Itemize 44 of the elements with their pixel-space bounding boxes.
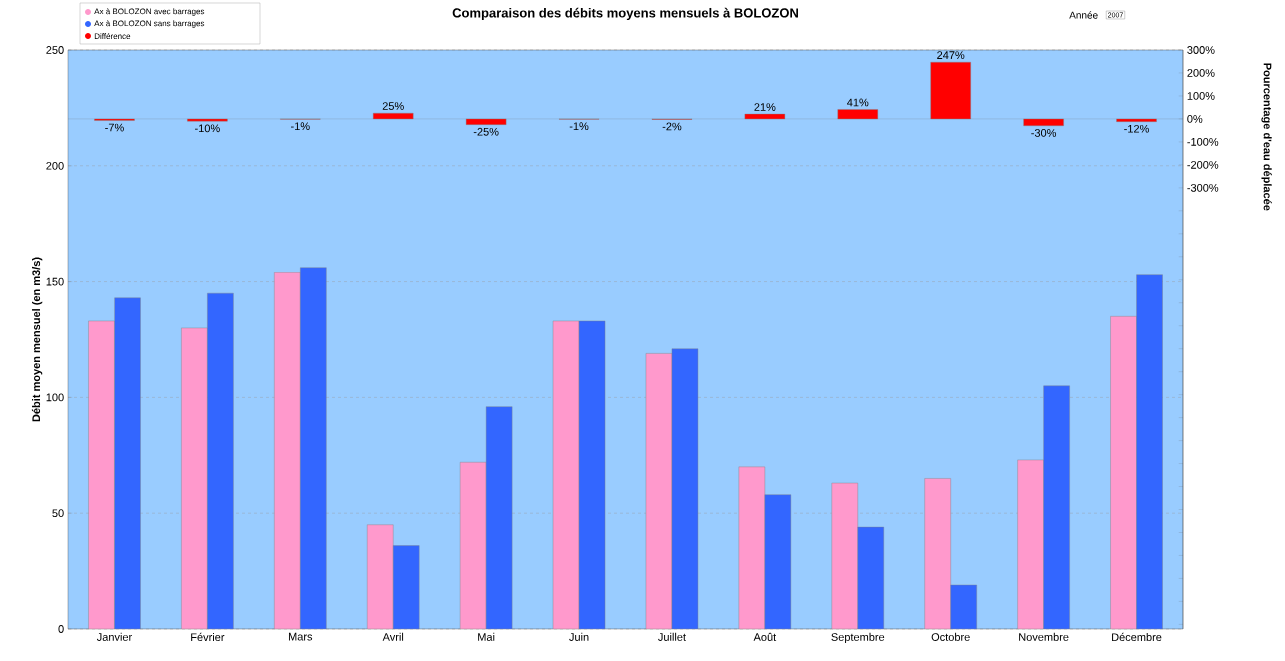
y2-tick-label: -300% — [1187, 183, 1219, 192]
data-label: -7% — [105, 123, 124, 132]
y-tick-label: 100 — [46, 393, 64, 402]
y-tick-label: 150 — [46, 277, 64, 286]
x-tick-label: Octobre — [931, 632, 970, 641]
data-label: -1% — [291, 122, 310, 131]
x-tick-label: Mai — [478, 632, 495, 641]
y2-axis-title: Pourcentage d'eau déplacée — [1261, 63, 1272, 211]
legend-label: Ax à BOLOZON avec barrages — [94, 8, 205, 16]
data-label: 21% — [754, 103, 776, 111]
y2-tick-label: -200% — [1187, 160, 1219, 169]
x-tick-label: Août — [753, 632, 777, 641]
data-label: -12% — [1124, 124, 1149, 133]
data-label: 247% — [937, 51, 965, 59]
x-tick-label: Novembre — [1019, 632, 1069, 641]
data-label: -30% — [1031, 129, 1057, 137]
text: Année — [1069, 11, 1098, 19]
data-label: -1% — [569, 122, 589, 131]
y2-tick-label: -100% — [1187, 138, 1219, 146]
y-axis-title: Débit moyen mensuel (en m3/s) — [31, 257, 43, 422]
data-label: -2% — [662, 122, 682, 131]
x-tick-label: Avril — [382, 632, 404, 641]
data-label: 25% — [382, 102, 404, 110]
y2-tick-label: 100% — [1187, 92, 1215, 100]
x-tick-label: Décembre — [1112, 632, 1162, 642]
y-tick-label: 0 — [58, 625, 64, 633]
chart-title: Comparaison des débits moyens mensuels à BOLOZON — [452, 7, 798, 21]
legend-label: Ax à BOLOZON sans barrages — [94, 20, 205, 28]
y-tick-label: 200 — [46, 161, 64, 170]
x-tick-label: Juillet — [658, 632, 686, 641]
y-tick-label: 250 — [46, 46, 64, 54]
data-label: 41% — [847, 98, 869, 107]
data-label: -10% — [195, 124, 220, 133]
x-tick-label: Mars — [288, 632, 313, 641]
x-tick-label: Septembre — [831, 632, 885, 644]
y2-tick-label: 0% — [1187, 115, 1203, 123]
data-label: -25% — [473, 127, 499, 136]
x-tick-label: Février — [191, 632, 225, 642]
x-tick-label: Janvier — [96, 632, 133, 641]
legend-label: Différence — [94, 33, 131, 39]
y2-tick-label: 200% — [1187, 69, 1215, 77]
x-tick-label: Juin — [569, 632, 589, 641]
y-tick-label: 50 — [52, 509, 64, 518]
y2-tick-label: 300% — [1187, 46, 1215, 54]
